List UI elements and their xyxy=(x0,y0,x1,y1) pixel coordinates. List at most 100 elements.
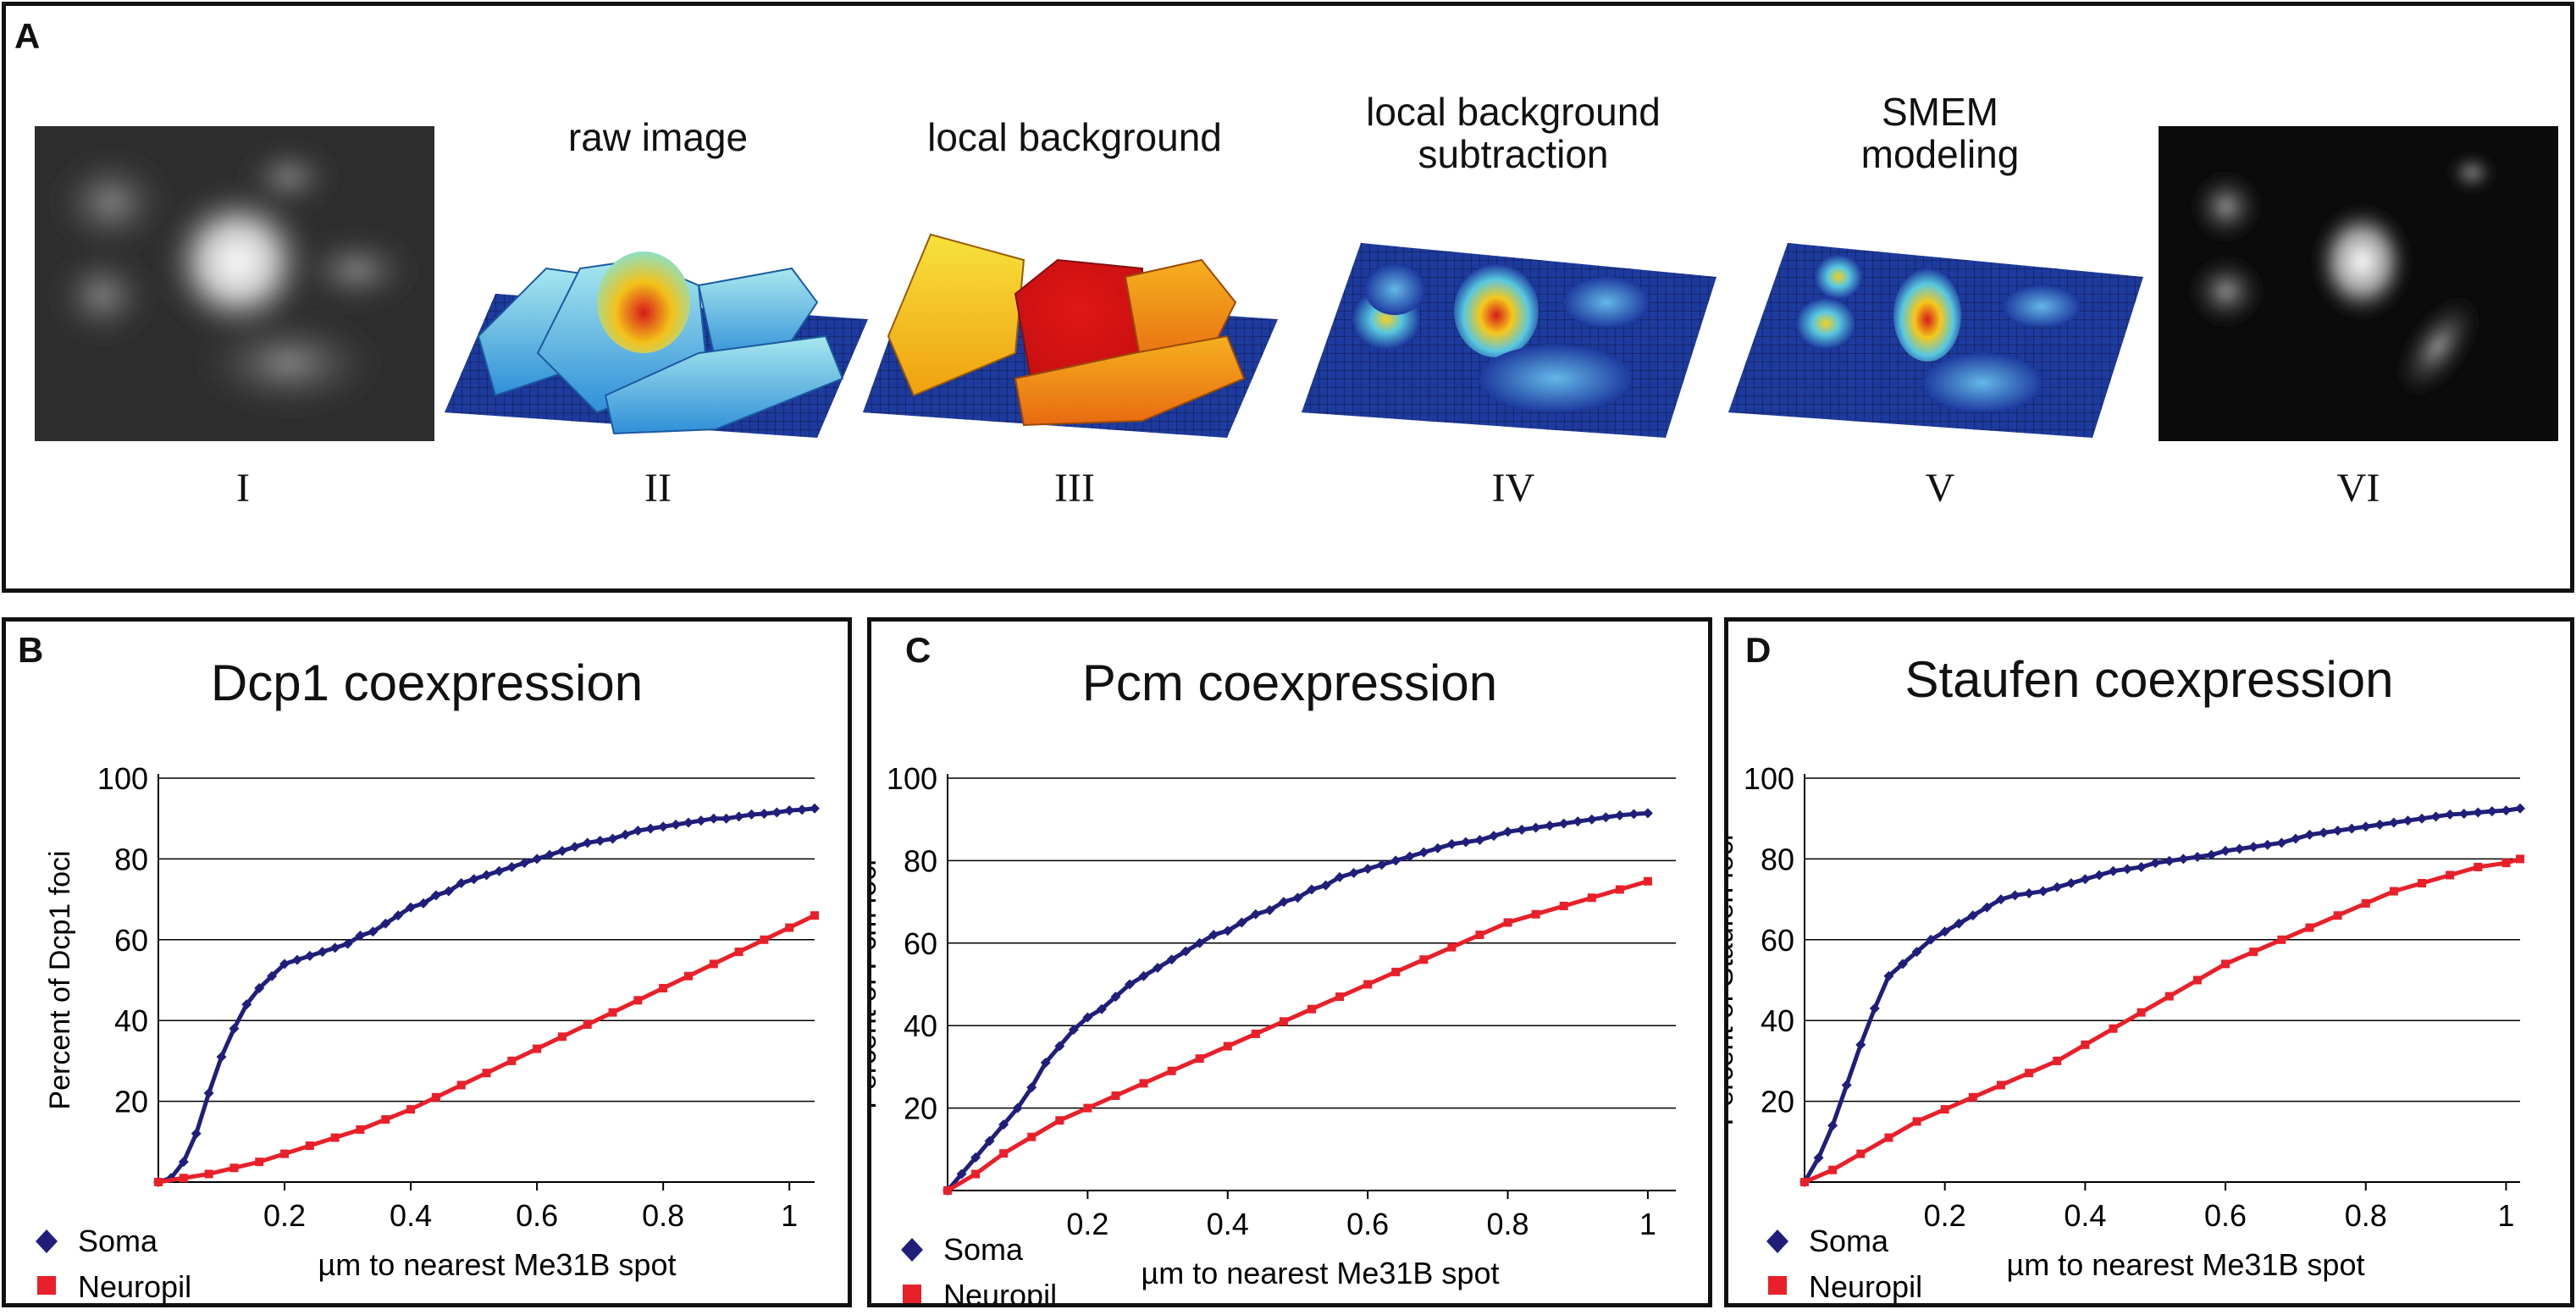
stage-label-2: II xyxy=(644,466,672,511)
soma-data-point xyxy=(771,807,782,818)
soma-data-point xyxy=(658,821,669,832)
legend-neuropil-marker xyxy=(1768,1276,1787,1295)
chart-title-b: Dcp1 coexpression xyxy=(210,655,644,711)
soma-data-point xyxy=(1194,937,1205,948)
neuropil-data-point xyxy=(1307,1004,1316,1014)
soma-data-point xyxy=(645,823,656,834)
soma-data-point xyxy=(2024,887,2035,898)
soma-data-point xyxy=(1363,864,1374,875)
neuropil-data-point xyxy=(1912,1117,1921,1126)
neuropil-data-point xyxy=(2221,959,2231,969)
soma-data-point xyxy=(267,970,278,981)
neuropil-data-point xyxy=(1531,909,1540,919)
soma-data-point xyxy=(1404,851,1415,862)
legend-soma-label: Soma xyxy=(1809,1224,1889,1258)
neuropil-series-line xyxy=(158,913,816,1185)
soma-data-point xyxy=(1926,934,1937,945)
soma-data-point xyxy=(607,833,618,844)
neuropil-data-point xyxy=(356,1124,365,1134)
x-tick-label: 0.4 xyxy=(2064,1198,2106,1233)
neuropil-data-point xyxy=(1447,942,1457,952)
neuropil-data-point xyxy=(204,1169,213,1179)
soma-data-point xyxy=(1180,946,1191,957)
neuropil-data-point xyxy=(1884,1133,1893,1142)
soma-data-point xyxy=(2122,864,2133,875)
neuropil-data-point xyxy=(1111,1091,1120,1100)
x-axis-label: µm to nearest Me31B spot xyxy=(318,1247,677,1282)
soma-data-point xyxy=(2347,823,2358,834)
soma-data-point xyxy=(569,842,580,853)
soma-data-point xyxy=(1208,930,1219,941)
neuropil-data-point xyxy=(971,1169,981,1179)
soma-data-point xyxy=(2290,833,2301,844)
soma-data-point xyxy=(671,819,682,830)
neuropil-data-point xyxy=(255,1158,264,1167)
neuropil-data-point xyxy=(1940,1105,1949,1114)
y-tick-label: 60 xyxy=(114,923,148,958)
y-tick-label: 80 xyxy=(904,843,937,878)
soma-data-point xyxy=(468,874,479,885)
soma-data-point xyxy=(594,835,605,846)
soma-data-point xyxy=(2248,842,2259,853)
stage-2: raw image II xyxy=(445,99,870,511)
soma-data-point xyxy=(1841,1080,1852,1091)
y-tick-label: 100 xyxy=(97,761,148,796)
soma-series-line xyxy=(1802,806,2521,1184)
legend-neuropil-label: Neuropil xyxy=(943,1278,1057,1303)
soma-data-point xyxy=(291,954,302,965)
neuropil-data-point xyxy=(734,948,744,957)
soma-data-point xyxy=(1982,902,1993,913)
soma-data-point xyxy=(2430,811,2441,822)
neuropil-data-point xyxy=(1800,1178,1809,1186)
soma-data-point xyxy=(1292,892,1303,903)
y-tick-label: 60 xyxy=(904,926,937,961)
soma-data-point xyxy=(216,1052,227,1063)
soma-data-point xyxy=(380,918,391,929)
neuropil-data-point xyxy=(583,1019,592,1029)
neuropil-data-point xyxy=(280,1149,290,1158)
soma-data-point xyxy=(759,808,770,819)
soma-data-point xyxy=(1110,992,1121,1003)
soma-data-point xyxy=(506,861,517,872)
chart-staufen: 20 40 60 80 100 0.2 0.4 0.6 0.8 1 Percent of Stauf… xyxy=(1707,761,2525,1304)
neuropil-data-point xyxy=(943,1186,952,1195)
soma-data-point xyxy=(417,898,428,909)
neuropil-data-point xyxy=(482,1069,491,1078)
neuropil-data-point xyxy=(999,1149,1009,1158)
soma-data-point xyxy=(1307,884,1317,895)
soma-data-point xyxy=(2234,843,2245,854)
neuropil-data-point xyxy=(709,959,718,969)
soma-data-point xyxy=(2417,813,2428,824)
soma-data-point xyxy=(1954,918,1965,929)
legend-neuropil-marker xyxy=(903,1285,921,1303)
soma-data-point xyxy=(1054,1041,1065,1052)
y-tick-label: 20 xyxy=(1761,1085,1794,1119)
soma-data-point xyxy=(1250,909,1261,920)
soma-data-point xyxy=(1222,925,1233,937)
soma-data-point xyxy=(456,878,467,889)
soma-data-point xyxy=(1995,894,2006,905)
soma-data-point xyxy=(368,926,379,937)
soma-data-point xyxy=(544,849,556,860)
soma-data-point xyxy=(1432,843,1443,854)
soma-data-point xyxy=(1474,835,1485,846)
soma-data-point xyxy=(998,1119,1009,1130)
chart-title-d: Staufen coexpression xyxy=(1904,651,2394,708)
y-tick-label: 100 xyxy=(887,761,937,796)
neuropil-data-point xyxy=(154,1178,163,1186)
soma-data-point xyxy=(2486,806,2497,817)
modeled-image xyxy=(2159,126,2558,441)
soma-data-point xyxy=(695,815,706,826)
neuropil-data-point xyxy=(1223,1042,1232,1051)
chart-pcm: 20 40 60 80 100 0.2 0.4 0.6 0.8 1 Percent of Pcm f… xyxy=(850,761,1676,1312)
neuropil-data-point xyxy=(2277,935,2286,944)
x-tick-label: 0.8 xyxy=(1487,1207,1529,1241)
y-tick-label: 20 xyxy=(114,1085,148,1119)
soma-data-point xyxy=(1236,917,1247,928)
neuropil-data-point xyxy=(1643,876,1652,886)
neuropil-data-point xyxy=(2501,859,2511,868)
neuropil-data-point xyxy=(2446,870,2455,880)
neuropil-data-point xyxy=(406,1105,416,1114)
neuropil-data-point xyxy=(2516,854,2524,864)
soma-data-point xyxy=(2360,821,2371,832)
